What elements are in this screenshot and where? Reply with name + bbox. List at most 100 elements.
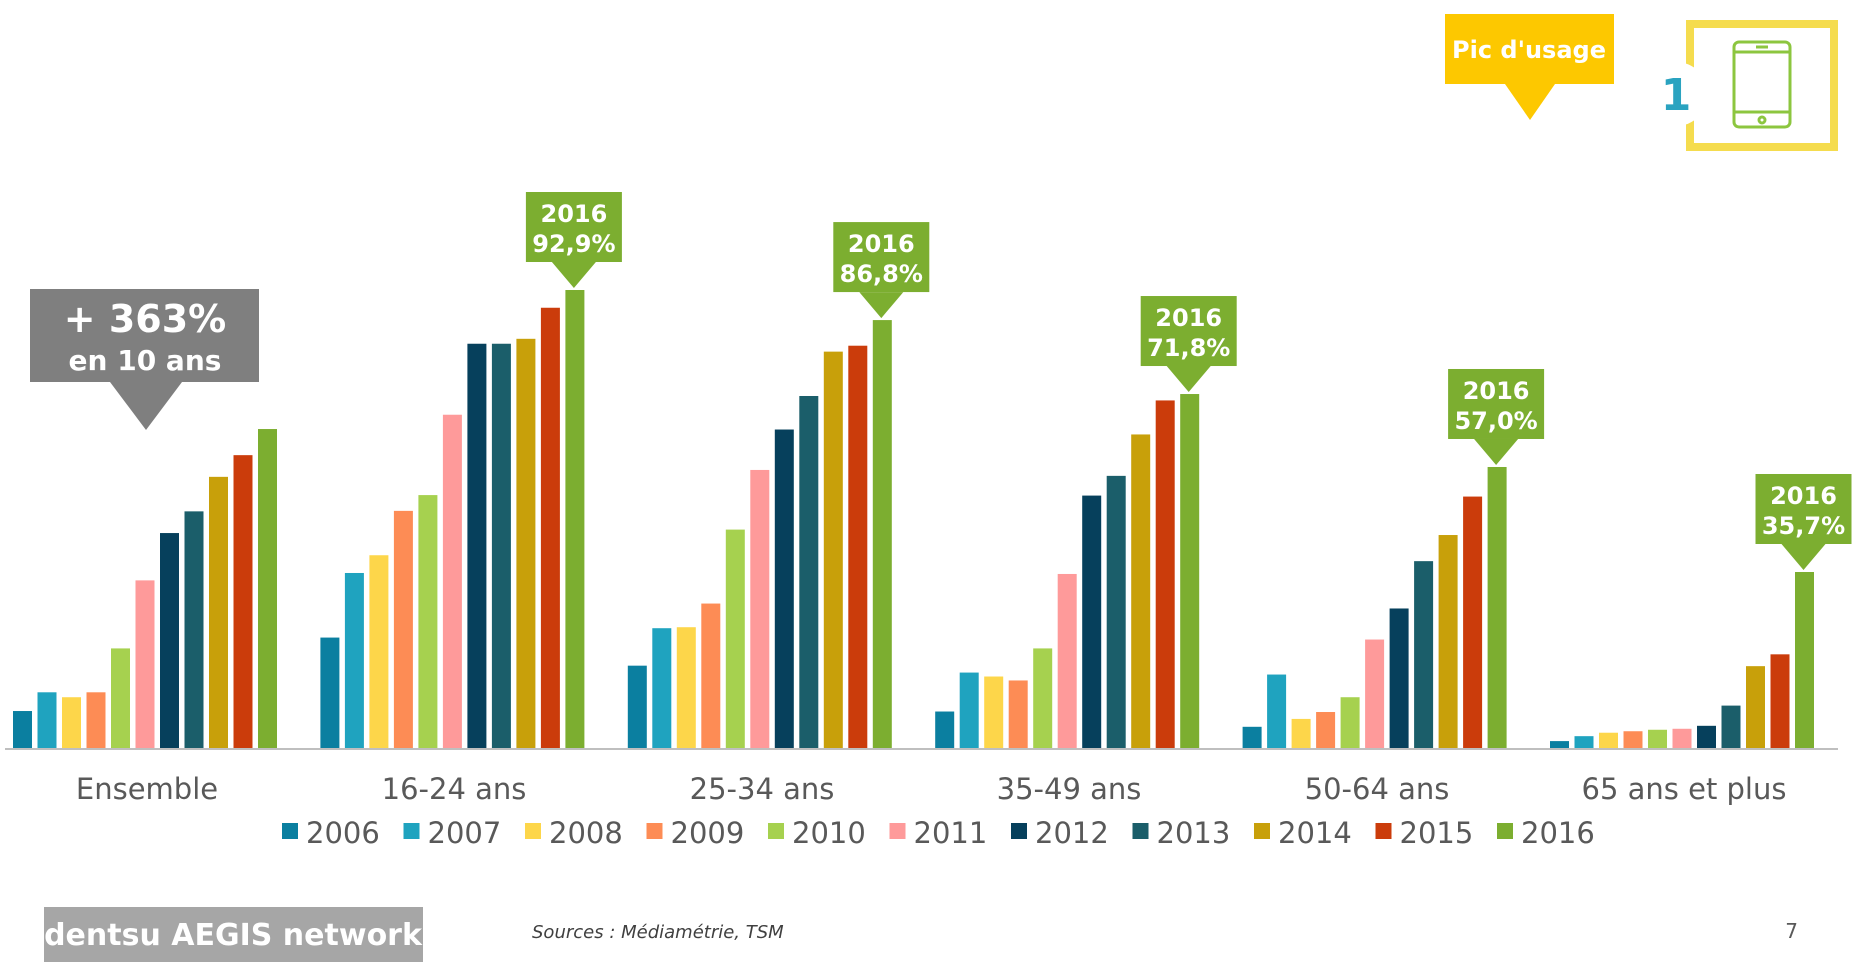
callout-value: 92,9% [532,230,615,258]
bar-2007 [344,572,364,748]
bar-2006 [13,711,32,748]
bar-2015 [1463,496,1483,748]
bar-2008 [62,697,81,748]
callout-year: 2016 [1463,377,1530,405]
bar-2013 [799,395,819,748]
bar-2010 [1340,697,1360,748]
bar-2013 [491,343,511,748]
legend-item: 2016 [1497,816,1595,850]
legend-item: 2006 [282,816,380,850]
bar-2013 [1106,475,1126,748]
legend-label: 2016 [1521,816,1595,850]
growth-subline: en 10 ans [69,344,222,377]
bar-2016 [872,320,892,748]
callout-year: 2016 [848,230,915,258]
growth-callout: + 363% en 10 ans [30,289,259,430]
bar-2013 [184,511,204,748]
legend-swatch [889,823,906,839]
bar-2011 [1365,639,1385,748]
bar-2016 [1795,571,1814,748]
bar-2014 [1746,666,1765,748]
footer: dentsu AEGIS network Sources : Médiamétr… [44,907,1798,962]
legend-label: 2009 [671,816,745,850]
legend-swatch [768,823,784,839]
device-badge-number: 1 [1661,70,1692,121]
peak-usage-label: Pic d'usage [1452,36,1606,64]
legend-label: 2008 [549,816,623,850]
legend-item: 2008 [525,816,623,850]
legend-item: 2012 [1011,816,1109,850]
callout-year: 2016 [1770,482,1837,510]
bar-2010 [1033,648,1053,748]
bar-2010 [1648,729,1667,748]
bar-2014 [823,351,843,748]
bar-2012 [1389,608,1409,748]
bar-2007 [37,692,57,748]
bar-2011 [1672,728,1692,748]
legend-item: 2013 [1132,816,1230,850]
bar-2009 [393,510,413,748]
bar-2013 [1721,705,1741,748]
bar-2015 [233,455,253,748]
callout-year: 2016 [541,200,608,228]
page-number: 7 [1785,919,1798,943]
bar-2009 [1316,712,1336,748]
bar-2006 [320,637,340,748]
bar-2011 [1057,573,1077,748]
bar-series-group [13,290,1814,748]
bar-2007 [1574,736,1594,748]
peak-usage-banner: Pic d'usage [1445,14,1614,120]
bar-2006 [935,711,955,748]
x-tick-labels: Ensemble 16-24 ans 25-34 ans 35-49 ans 5… [76,772,1787,806]
bar-2012 [1082,495,1102,748]
legend-label: 2014 [1278,816,1352,850]
bar-2010 [418,495,438,748]
x-tick-label: Ensemble [76,772,218,806]
legend-label: 2010 [792,816,866,850]
bar-2008 [676,627,696,748]
logo-text: dentsu AEGIS network [44,918,423,953]
legend-item: 2015 [1375,816,1474,850]
bar-2010 [111,648,130,748]
x-tick-label: 35-49 ans [997,772,1142,806]
legend-swatch [1132,823,1149,839]
bar-2013 [1414,561,1434,748]
bar-2016 [258,429,277,748]
legend-swatch [1011,823,1027,839]
bar-2011 [750,469,770,748]
bar-2006 [1242,726,1262,748]
bar-2012 [1697,725,1716,748]
bar-2014 [1438,535,1458,748]
callout-value: 35,7% [1762,512,1845,540]
bar-2015 [1155,400,1175,748]
legend-swatch [646,823,663,839]
legend-label: 2006 [306,816,380,850]
x-tick-label: 25-34 ans [690,772,835,806]
bar-2009 [86,692,106,748]
legend-swatch [282,823,298,839]
legend-swatch [403,823,420,839]
bar-2008 [984,676,1004,748]
legend-label: 2015 [1400,816,1474,850]
bar-2012 [160,533,179,748]
bar-2007 [652,628,672,748]
legend-label: 2012 [1035,816,1109,850]
bar-2016 [565,290,585,748]
bar-2015 [540,307,560,748]
bar-2014 [516,338,536,748]
bar-2015 [848,345,868,748]
growth-headline: + 363% [64,297,226,341]
legend-swatch [1497,823,1513,839]
legend-item: 2014 [1254,816,1352,850]
bar-2014 [1131,434,1151,748]
sources-note: Sources : Médiamétrie, TSM [532,922,784,943]
bar-2010 [725,529,745,748]
callout-value: 57,0% [1454,407,1537,435]
x-tick-label: 50-64 ans [1305,772,1450,806]
callout-year: 2016 [1155,304,1222,332]
callout-value: 86,8% [840,260,923,288]
